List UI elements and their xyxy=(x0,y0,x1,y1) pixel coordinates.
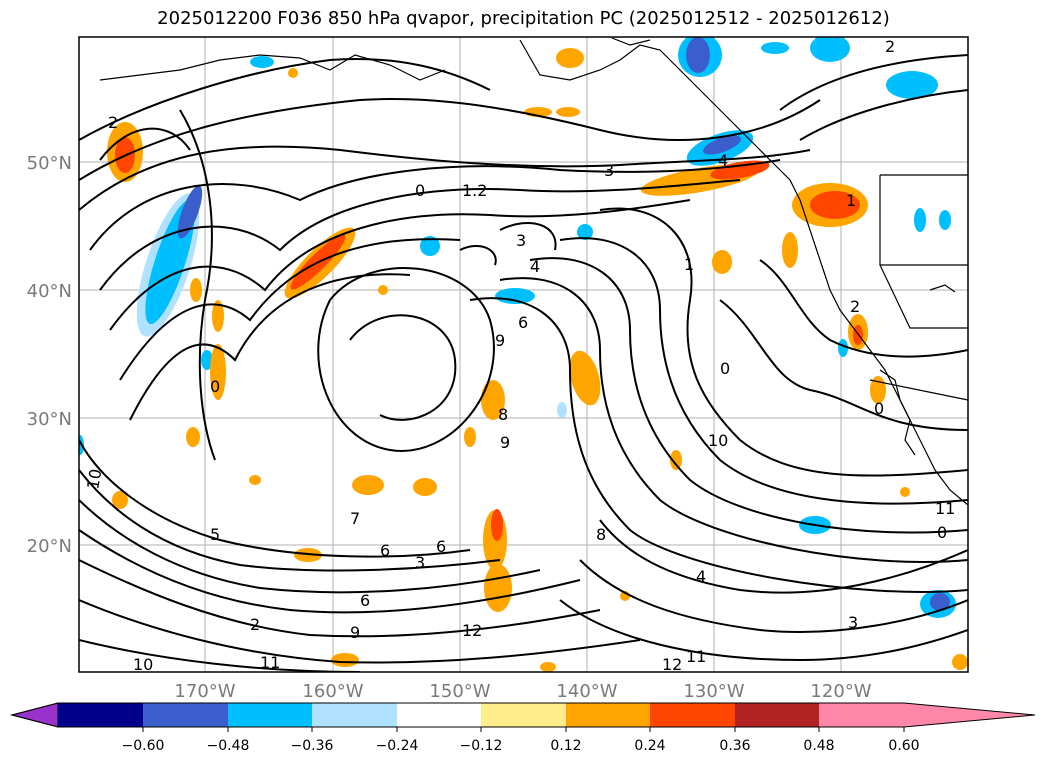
contour-label: 6 xyxy=(518,313,528,332)
contour-label: 11 xyxy=(260,653,280,672)
map-area xyxy=(79,37,968,672)
colorbar-segment xyxy=(735,703,819,727)
colorbar-outline xyxy=(10,702,1036,728)
contour-label: 3 xyxy=(848,613,858,632)
contour-label: 6 xyxy=(436,537,446,556)
colorbar-tick-label: −0.12 xyxy=(460,738,503,754)
contour-label: 12 xyxy=(462,621,482,640)
contour-label: 12 xyxy=(662,655,682,674)
colorbar-segment xyxy=(143,703,228,727)
lon-label-150w: 150°W xyxy=(429,681,490,702)
contour-label: 11 xyxy=(686,647,706,666)
lat-label-20n: 20°N xyxy=(27,536,72,557)
contour-label: 4 xyxy=(530,257,540,276)
contour-label: 11 xyxy=(935,499,955,518)
colorbar-segment xyxy=(481,703,566,727)
contour-label: 10 xyxy=(708,431,728,450)
lon-label-160w: 160°W xyxy=(302,681,363,702)
colorbar-tick-label: 0.12 xyxy=(550,738,581,754)
colorbar-segment xyxy=(312,703,397,727)
lon-label-140w: 140°W xyxy=(556,681,617,702)
contour-label: 10 xyxy=(133,655,153,674)
lon-label-170w: 170°W xyxy=(174,681,235,702)
colorbar-tick-label: 0.48 xyxy=(803,738,834,754)
contour-label: 2 xyxy=(850,297,860,316)
lat-labels: 50°N 40°N 30°N 20°N xyxy=(27,153,72,557)
colorbar-tick-label: −0.36 xyxy=(291,738,334,754)
contour-label: 6 xyxy=(380,541,390,560)
contour-label: 0 xyxy=(874,399,884,418)
contour-label: 4 xyxy=(696,567,706,586)
contour-label: 10 xyxy=(83,467,105,490)
qvapor-contours xyxy=(79,54,968,672)
contour-label: 9 xyxy=(495,331,505,350)
contour-label: 9 xyxy=(500,433,510,452)
contour-label: 6 xyxy=(360,591,370,610)
map-border xyxy=(78,36,969,673)
colorbar-tick-label: 0.60 xyxy=(888,738,919,754)
colorbar-tick-label: −0.24 xyxy=(376,738,419,754)
contour-label: 1.2 xyxy=(462,181,487,200)
colorbar-segment xyxy=(228,703,312,727)
contour-label: 8 xyxy=(498,405,508,424)
lon-label-130w: 130°W xyxy=(683,681,744,702)
colorbar-segment xyxy=(397,703,481,727)
contour-label: 2 xyxy=(108,113,118,132)
contour-label: 0 xyxy=(720,359,730,378)
lon-labels: 170°W 160°W 150°W 140°W 130°W 120°W xyxy=(174,681,871,702)
contour-label: 3 xyxy=(516,231,526,250)
contour-label: 3 xyxy=(415,553,425,572)
coastlines xyxy=(99,37,968,506)
contour-label: 7 xyxy=(350,509,360,528)
contour-label: 0 xyxy=(210,377,220,396)
contour-label: 5 xyxy=(210,525,220,544)
colorbar-segment xyxy=(819,703,904,727)
precip-fill-negative xyxy=(79,37,956,618)
contour-label: 3 xyxy=(604,161,614,180)
colorbar-extend-max-tip xyxy=(904,703,1035,727)
contour-label: 4 xyxy=(718,151,728,170)
contour-label: 2 xyxy=(250,615,260,634)
colorbar-tick-label: 0.36 xyxy=(719,738,750,754)
colorbar: −0.60 −0.48 −0.36 −0.24 −0.12 0.12 0.24 … xyxy=(10,702,1036,754)
lat-label-40n: 40°N xyxy=(27,281,72,302)
map-title: 2025012200 F036 850 hPa qvapor, precipit… xyxy=(157,8,890,29)
colorbar-tick-label: −0.60 xyxy=(122,738,165,754)
contour-label: 2 xyxy=(885,37,895,56)
colorbar-extend-min xyxy=(10,702,59,728)
colorbar-segment xyxy=(566,703,650,727)
lat-label-50n: 50°N xyxy=(27,153,72,174)
contour-label: 1 xyxy=(846,191,856,210)
lat-label-30n: 30°N xyxy=(27,409,72,430)
colorbar-tick-label: −0.48 xyxy=(207,738,250,754)
contour-label: 0 xyxy=(415,181,425,200)
contour-label: 8 xyxy=(596,525,606,544)
contour-label: 0 xyxy=(937,523,947,542)
contour-label: 9 xyxy=(350,623,360,642)
precip-fill-positive xyxy=(107,48,968,672)
contour-labels: 2 0 1.2 3 3 4 1 9 6 2 0 8 9 0 10 5 7 6 3… xyxy=(83,37,955,674)
colorbar-segment xyxy=(650,703,735,727)
lon-label-120w: 120°W xyxy=(810,681,871,702)
colorbar-tick-label: 0.24 xyxy=(634,738,665,754)
colorbar-segment xyxy=(58,703,143,727)
contour-label: 1 xyxy=(684,255,694,274)
